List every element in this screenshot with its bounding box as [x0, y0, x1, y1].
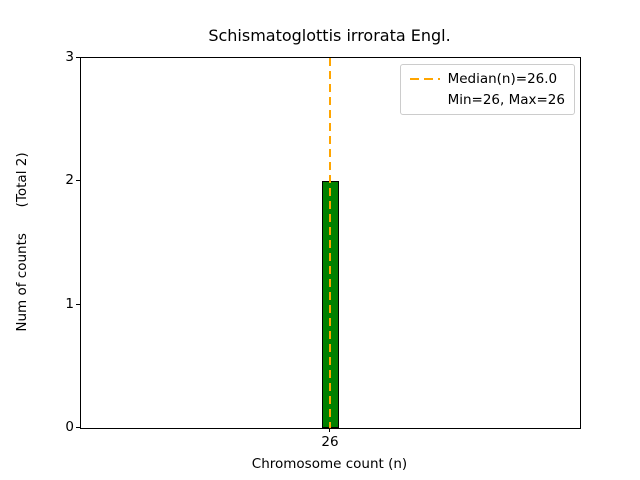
legend-minmax-label: Min=26, Max=26: [447, 92, 565, 108]
y-tick-mark-2: [76, 180, 80, 181]
y-tick-label-0: 0: [65, 419, 74, 435]
y-axis-label: Num of counts (Total 2): [14, 152, 30, 332]
y-tick-mark-0: [76, 427, 80, 428]
y-tick-label-1: 1: [65, 296, 74, 312]
y-tick-label-2: 2: [65, 172, 74, 188]
legend-empty-sample: [410, 99, 440, 101]
y-tick-mark-1: [76, 304, 80, 305]
legend: Median(n)=26.0 Min=26, Max=26: [399, 64, 575, 115]
median-line-legend-sample: [409, 78, 440, 80]
median-line: [329, 58, 331, 428]
y-tick-label-3: 3: [65, 49, 74, 65]
legend-row-minmax: Min=26, Max=26: [410, 92, 565, 108]
x-tick-label-26: 26: [321, 434, 339, 450]
legend-row-median: Median(n)=26.0: [409, 71, 565, 87]
legend-median-label: Median(n)=26.0: [447, 71, 558, 87]
x-tick-mark-26: [329, 428, 330, 432]
chart-title: Schismatoglottis irrorata Engl.: [208, 26, 451, 45]
y-tick-mark-3: [76, 57, 80, 58]
plot-area: Median(n)=26.0 Min=26, Max=26: [80, 57, 581, 429]
x-axis-label: Chromosome count (n): [251, 456, 408, 472]
